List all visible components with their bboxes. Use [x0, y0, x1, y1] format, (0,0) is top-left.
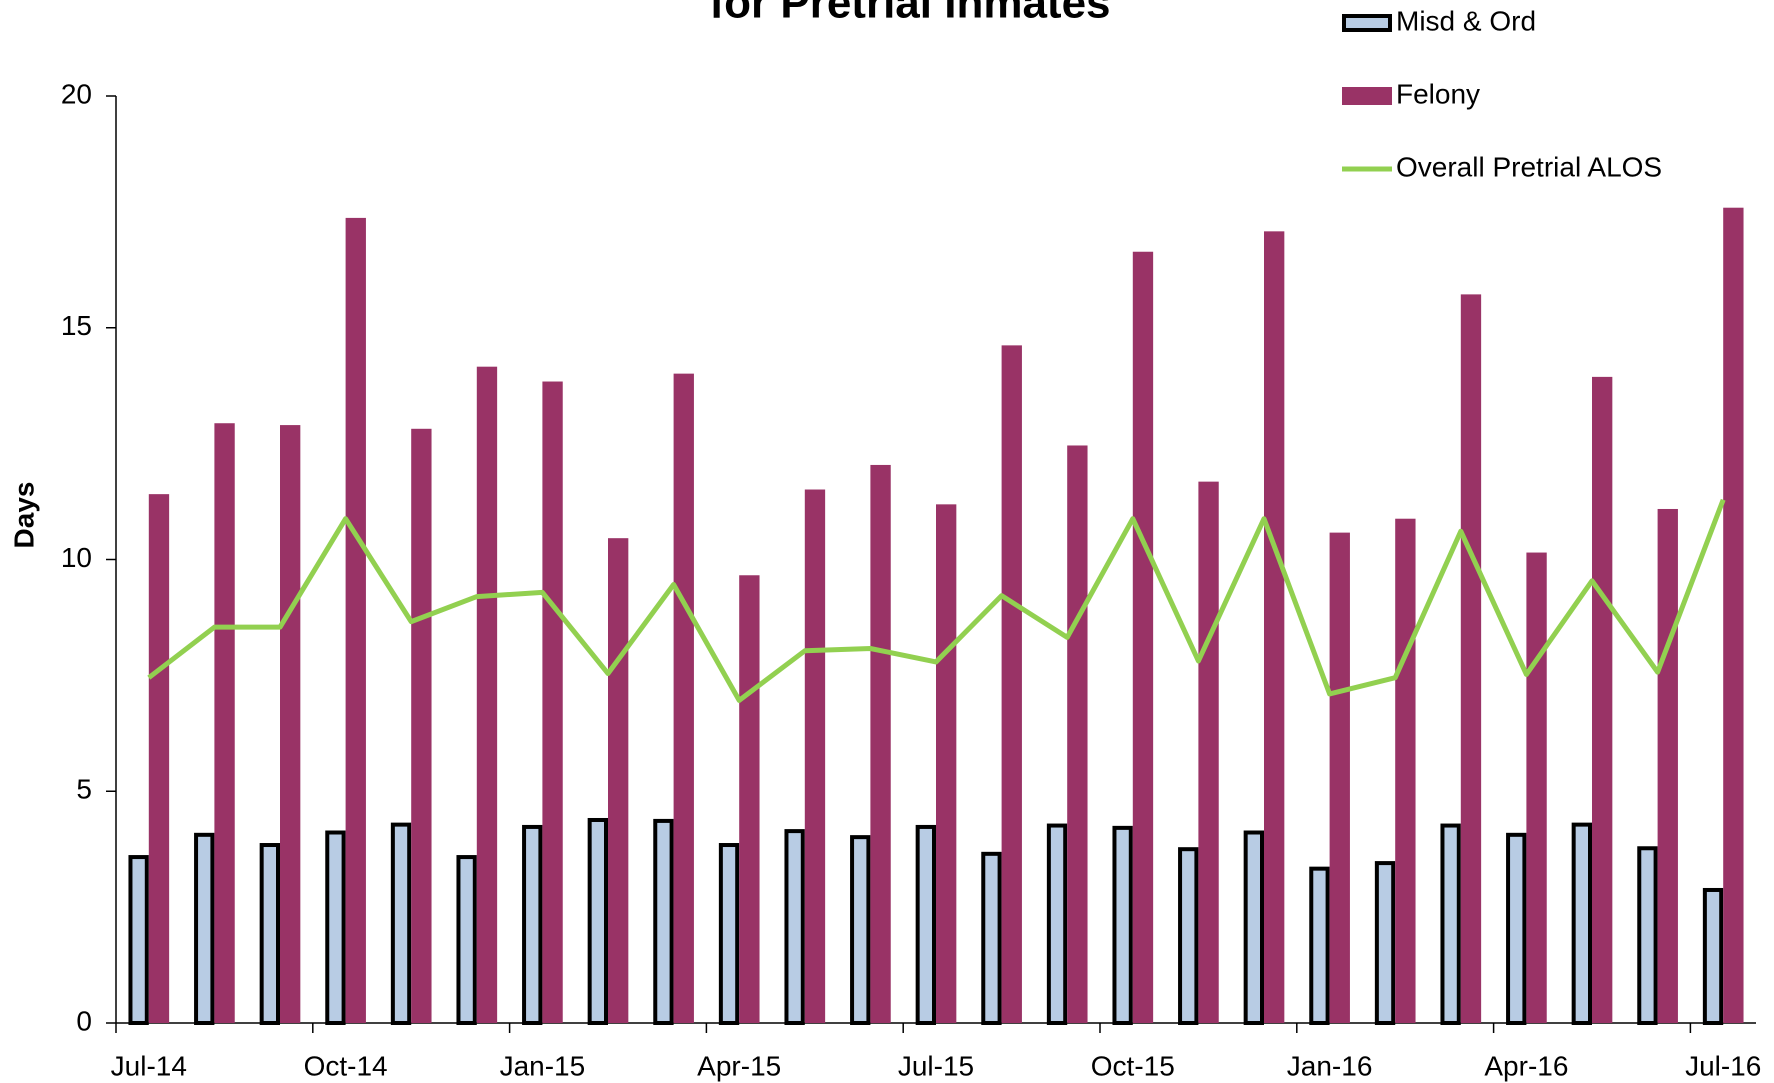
- bar: [1571, 822, 1592, 1026]
- legend-label: Misd & Ord: [1396, 5, 1536, 36]
- bar: [390, 822, 412, 1026]
- bar: [1243, 830, 1264, 1026]
- bar: [850, 835, 871, 1025]
- bar: [1592, 376, 1613, 1024]
- bar: [653, 818, 674, 1025]
- bar: [1112, 825, 1133, 1026]
- bar: [456, 855, 477, 1026]
- bar: [1723, 207, 1744, 1024]
- bar: [325, 830, 346, 1026]
- bar: [784, 829, 805, 1026]
- x-tick-label: Jul-14: [111, 1050, 187, 1081]
- x-tick-label: Oct-14: [304, 1050, 388, 1081]
- y-tick-label: 10: [61, 542, 92, 573]
- legend-label: Felony: [1396, 78, 1480, 109]
- bar: [1329, 532, 1350, 1023]
- y-tick-label: 15: [61, 310, 92, 341]
- bar: [673, 373, 694, 1024]
- bar: [870, 464, 891, 1023]
- x-tick-label: Jan-16: [1287, 1050, 1373, 1081]
- line: [147, 498, 1726, 703]
- bar: [936, 504, 957, 1023]
- bar: [1440, 823, 1461, 1026]
- bar: [1702, 887, 1724, 1026]
- bar: [345, 217, 366, 1023]
- x-tick-label: Jan-15: [500, 1050, 586, 1081]
- y-axis-label: Days: [8, 482, 39, 549]
- bar: [804, 489, 826, 1024]
- bar: [1506, 832, 1527, 1025]
- bar: [259, 843, 281, 1025]
- bar: [608, 538, 629, 1023]
- bar: [981, 851, 1002, 1026]
- legend-label: Overall Pretrial ALOS: [1396, 151, 1662, 182]
- bar: [718, 843, 740, 1025]
- bar: [542, 381, 563, 1023]
- y-tick-label: 5: [76, 774, 92, 805]
- legend-swatch: [1342, 14, 1392, 32]
- bar: [148, 494, 170, 1024]
- bar: [1657, 508, 1678, 1023]
- x-tick-label: Apr-16: [1484, 1050, 1568, 1081]
- bar: [1264, 231, 1285, 1024]
- bar: [1067, 445, 1088, 1023]
- bar: [411, 428, 432, 1024]
- bar: [280, 425, 301, 1024]
- bar: [1526, 552, 1547, 1023]
- bar: [1309, 866, 1330, 1025]
- bar: [1198, 481, 1219, 1024]
- bar: [1374, 861, 1396, 1026]
- chart-title: for Pretrial Inmates: [709, 0, 1110, 28]
- bar: [1637, 846, 1658, 1025]
- bar: [1460, 294, 1482, 1023]
- x-tick-label: Oct-15: [1091, 1050, 1175, 1081]
- bar: [915, 824, 937, 1026]
- y-tick-label: 20: [61, 78, 92, 109]
- x-tick-label: Jul-15: [898, 1050, 974, 1081]
- bar: [214, 423, 235, 1024]
- bar: [739, 575, 760, 1023]
- bar: [1178, 847, 1199, 1025]
- bar: [1046, 823, 1068, 1026]
- x-tick-label: Apr-15: [697, 1050, 781, 1081]
- bar: [1132, 251, 1154, 1024]
- x-tick-label: Jul-16: [1685, 1050, 1761, 1081]
- y-tick-label: 0: [76, 1005, 92, 1036]
- bar: [1001, 345, 1022, 1023]
- bar: [587, 817, 609, 1025]
- bar: [194, 832, 215, 1025]
- bar: [1395, 518, 1416, 1023]
- bar: [522, 824, 543, 1026]
- bar: [476, 366, 498, 1024]
- bar: [128, 855, 149, 1026]
- legend-swatch: [1342, 87, 1392, 105]
